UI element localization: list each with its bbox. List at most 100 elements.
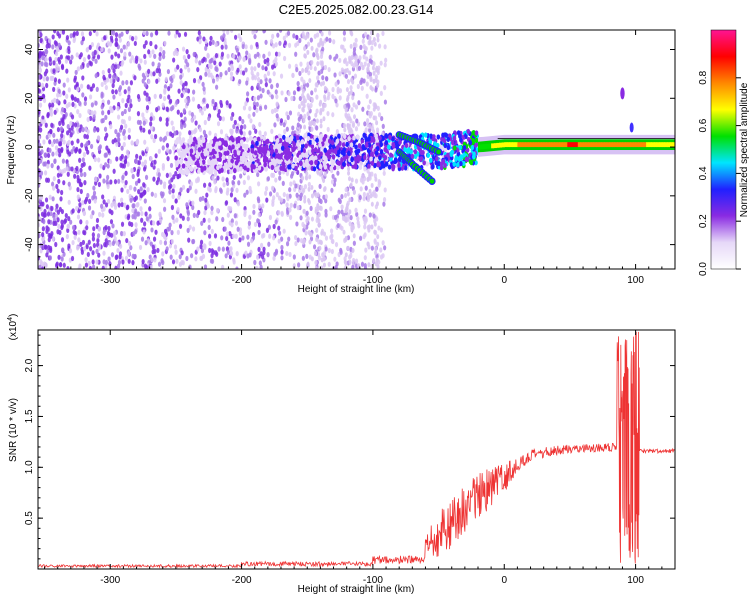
noise-dot: [38, 134, 41, 140]
noise-dot: [370, 224, 374, 230]
noise-dot: [284, 96, 288, 103]
spectrogram-x-label: Height of straight line (km): [298, 284, 415, 295]
noise-dot: [266, 252, 270, 258]
noise-dot: [159, 239, 163, 245]
noise-dot: [194, 58, 198, 64]
noise-dot: [116, 247, 120, 254]
noise-dot: [373, 238, 377, 244]
carrier-core: [577, 142, 581, 148]
noise-dot: [51, 185, 56, 191]
noise-dot: [147, 129, 152, 135]
noise-dot: [236, 67, 240, 73]
noise-dot: [270, 128, 274, 134]
noise-dot: [172, 57, 176, 63]
noise-dot: [272, 235, 276, 241]
noise-dot: [243, 211, 247, 218]
noise-dot: [144, 211, 148, 217]
noise-dot: [179, 213, 183, 219]
noise-dot: [60, 189, 64, 196]
noise-dot: [167, 30, 171, 36]
noise-dot: [179, 74, 183, 80]
carrier-dot: [185, 148, 190, 154]
noise-dot: [72, 31, 77, 37]
carrier-dot: [179, 158, 184, 164]
noise-dot: [322, 103, 326, 109]
noise-dot: [218, 61, 222, 67]
noise-dot: [169, 106, 174, 112]
noise-dot: [120, 145, 124, 151]
noise-dot: [138, 244, 143, 251]
noise-dot: [252, 203, 256, 210]
noise-dot: [114, 128, 118, 135]
chart-title: C2E5.2025.082.00.23.G14: [279, 2, 434, 17]
noise-dot: [140, 217, 144, 223]
noise-dot: [306, 41, 311, 47]
noise-dot: [303, 45, 307, 51]
noise-dot: [199, 244, 203, 250]
noise-dot: [306, 216, 310, 222]
carrier-dot: [310, 155, 314, 161]
noise-dot: [131, 214, 135, 220]
noise-dot: [79, 64, 84, 70]
noise-dot: [239, 36, 243, 43]
noise-dot: [230, 65, 235, 71]
snr-x-ticks: -300 -200 -100 0 100: [44, 330, 676, 586]
noise-dot: [84, 146, 89, 152]
noise-dot: [249, 44, 254, 50]
noise-dot: [52, 132, 56, 138]
noise-dot: [93, 110, 97, 116]
noise-dot: [255, 101, 259, 107]
noise-dot: [248, 105, 252, 112]
noise-dot: [75, 165, 79, 172]
noise-dot: [135, 202, 139, 208]
noise-dot: [383, 62, 387, 68]
noise-dot: [188, 185, 192, 191]
noise-dot: [367, 104, 371, 110]
noise-dot: [201, 195, 205, 201]
noise-dot: [340, 209, 344, 215]
noise-dot: [42, 118, 46, 125]
noise-dot: [136, 119, 141, 125]
noise-dot: [85, 134, 89, 140]
noise-dot: [245, 189, 249, 195]
noise-dot: [45, 252, 49, 258]
noise-dot: [171, 214, 175, 220]
noise-dot: [316, 192, 320, 198]
noise-dot: [202, 36, 206, 42]
noise-dot: [349, 43, 353, 49]
noise-dot: [307, 95, 311, 101]
noise-dot: [42, 76, 46, 82]
noise-dot: [126, 215, 130, 221]
noise-dot: [287, 42, 292, 48]
noise-dot: [203, 264, 208, 269]
noise-dot: [105, 77, 110, 83]
noise-dot: [305, 82, 310, 88]
noise-dot: [236, 201, 241, 207]
noise-dot: [94, 73, 98, 79]
noise-dot: [47, 237, 51, 243]
carrier-dot: [316, 147, 321, 154]
noise-dot: [340, 193, 344, 200]
noise-dot: [150, 125, 154, 131]
noise-dot: [309, 64, 313, 71]
carrier-dot: [297, 146, 301, 152]
noise-dot: [373, 102, 377, 108]
noise-dot: [149, 264, 153, 269]
noise-dot: [71, 95, 75, 101]
noise-dot: [102, 178, 106, 184]
noise-dot: [77, 237, 81, 243]
carrier-dot: [215, 152, 220, 159]
noise-dot: [370, 125, 375, 132]
noise-dot: [236, 226, 240, 232]
noise-dot: [168, 179, 172, 185]
noise-dot: [250, 85, 254, 91]
noise-dot: [78, 148, 82, 154]
carrier-core: [667, 142, 671, 148]
carrier-dot: [330, 162, 335, 168]
carrier-core: [538, 142, 542, 148]
noise-dot: [205, 103, 210, 109]
noise-dot: [177, 88, 181, 94]
noise-dot: [224, 253, 228, 259]
noise-dot: [70, 54, 74, 60]
noise-dot: [249, 118, 253, 124]
